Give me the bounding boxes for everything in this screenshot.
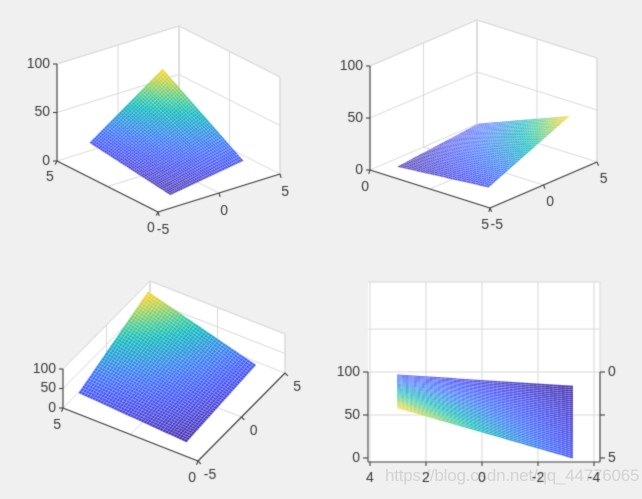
surface-subplots-canvas[interactable] [0,0,642,499]
matlab-figure-window: https://blog.csdn.net/qq_44776065 [0,0,642,499]
